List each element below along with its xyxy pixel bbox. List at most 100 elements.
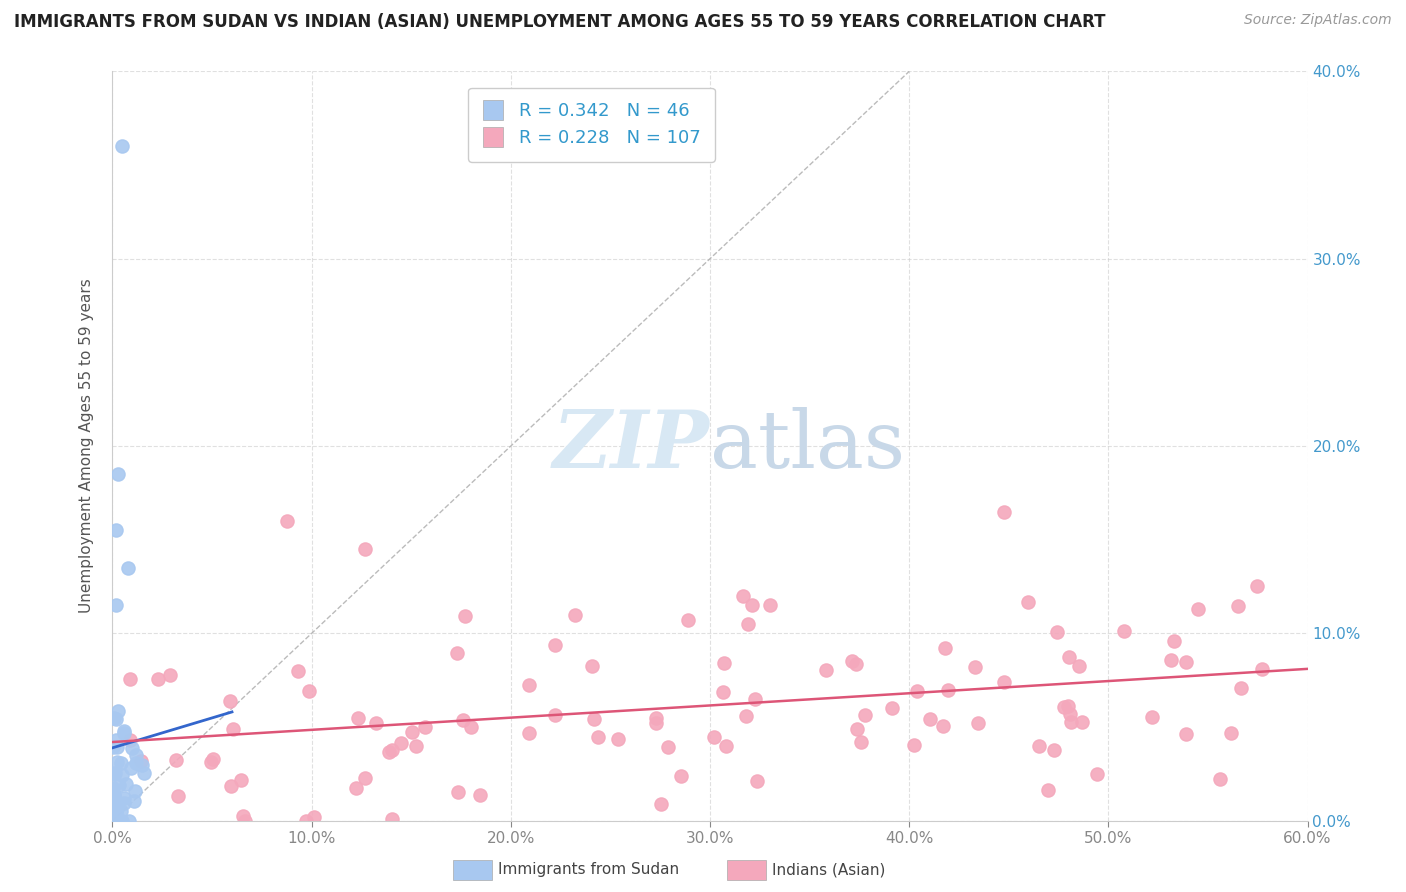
- Point: [132, 765, 155, 780]
- Point: [391, 736, 413, 750]
- Text: ZIP: ZIP: [553, 408, 710, 484]
- Point: [460, 720, 482, 734]
- Point: [405, 739, 427, 753]
- Point: [1087, 766, 1109, 780]
- Point: [121, 741, 143, 756]
- Point: [517, 726, 540, 740]
- Point: [737, 617, 759, 632]
- Point: [1067, 659, 1090, 673]
- Point: [218, 694, 240, 708]
- Point: [104, 712, 127, 726]
- Point: [103, 786, 125, 800]
- Point: [105, 599, 128, 613]
- Point: [936, 683, 959, 698]
- Point: [903, 739, 925, 753]
- Point: [1046, 625, 1069, 640]
- Point: [644, 716, 666, 731]
- Point: [104, 799, 127, 814]
- Point: [759, 599, 782, 613]
- Point: [103, 807, 125, 822]
- Point: [678, 613, 700, 627]
- Point: [814, 663, 837, 677]
- Point: [165, 753, 187, 767]
- Point: [1220, 726, 1243, 740]
- Point: [1057, 699, 1080, 714]
- Point: [114, 777, 136, 791]
- Point: [346, 711, 368, 725]
- Point: [1187, 602, 1209, 616]
- Point: [965, 659, 987, 673]
- Point: [287, 664, 309, 678]
- Point: [112, 796, 135, 810]
- Point: [159, 668, 181, 682]
- Point: [120, 761, 142, 775]
- Point: [125, 747, 148, 762]
- Point: [124, 783, 146, 797]
- Point: [657, 739, 679, 754]
- Point: [105, 524, 128, 538]
- Point: [882, 701, 904, 715]
- Text: Source: ZipAtlas.com: Source: ZipAtlas.com: [1244, 13, 1392, 28]
- Point: [276, 514, 298, 528]
- Point: [470, 788, 492, 802]
- Point: [853, 708, 876, 723]
- Point: [711, 685, 734, 699]
- Point: [103, 789, 125, 803]
- Y-axis label: Unemployment Among Ages 55 to 59 years: Unemployment Among Ages 55 to 59 years: [79, 278, 94, 614]
- Point: [233, 814, 256, 828]
- Point: [582, 712, 605, 726]
- Point: [1059, 706, 1081, 721]
- Point: [344, 780, 367, 795]
- Point: [1028, 739, 1050, 753]
- Point: [453, 713, 475, 727]
- Point: [304, 810, 326, 824]
- Point: [366, 716, 388, 731]
- Point: [107, 467, 129, 482]
- Point: [744, 692, 766, 706]
- Point: [378, 745, 401, 759]
- Point: [105, 733, 128, 747]
- Point: [413, 720, 436, 734]
- Point: [920, 712, 942, 726]
- Point: [846, 722, 869, 736]
- Point: [104, 766, 127, 780]
- Point: [105, 802, 128, 816]
- Point: [120, 673, 142, 687]
- Text: IMMIGRANTS FROM SUDAN VS INDIAN (ASIAN) UNEMPLOYMENT AMONG AGES 55 TO 59 YEARS C: IMMIGRANTS FROM SUDAN VS INDIAN (ASIAN) …: [14, 13, 1105, 31]
- Point: [105, 755, 128, 769]
- Point: [105, 812, 128, 826]
- Point: [849, 735, 872, 749]
- Point: [221, 779, 243, 793]
- Point: [841, 654, 863, 668]
- Point: [108, 778, 131, 792]
- Point: [650, 797, 672, 812]
- Point: [112, 791, 135, 805]
- Point: [1175, 727, 1198, 741]
- Point: [713, 657, 735, 671]
- Point: [129, 754, 152, 768]
- Point: [1175, 655, 1198, 669]
- Point: [1226, 599, 1249, 613]
- Point: [110, 805, 132, 819]
- Point: [229, 772, 252, 787]
- Point: [741, 599, 763, 613]
- Point: [714, 739, 737, 753]
- Point: [607, 732, 630, 747]
- Point: [543, 639, 565, 653]
- Point: [103, 711, 125, 725]
- Point: [101, 780, 124, 795]
- Point: [381, 812, 404, 826]
- Point: [118, 814, 141, 828]
- Point: [101, 739, 124, 754]
- Point: [1043, 742, 1066, 756]
- Point: [103, 813, 125, 827]
- Point: [454, 609, 477, 624]
- Point: [645, 711, 668, 725]
- Point: [1070, 714, 1092, 729]
- Point: [110, 756, 132, 771]
- Point: [993, 505, 1015, 519]
- Point: [117, 561, 139, 575]
- Point: [1053, 700, 1076, 714]
- Point: [1208, 772, 1230, 787]
- Point: [298, 683, 321, 698]
